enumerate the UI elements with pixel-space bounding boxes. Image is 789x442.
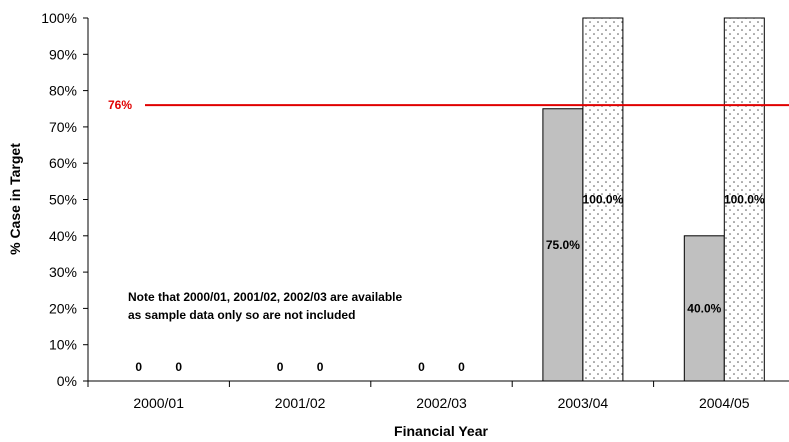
y-axis-title: % Case in Target [7,143,23,255]
y-tick-label: 30% [49,264,77,280]
bar-2003-04-series-2 [582,17,624,382]
bar-2004-05-series-1 [683,235,725,382]
plot-area: 0% 10% 20% 30% 40% 50% 60% 70% 80% 90% 100% 0 0 0 0 0 0 7… [41,10,789,411]
note-line-2: as sample data only so are not included [128,308,355,322]
y-tick-label: 80% [49,83,77,99]
y-tick-label: 50% [49,192,77,208]
target-line-label: 76% [108,98,132,112]
data-label: 100.0% [583,193,624,207]
data-label: 0 [277,360,284,374]
data-label: 0 [175,360,182,374]
y-tick-label: 90% [49,46,77,62]
x-tick-label: 2001/02 [275,395,326,411]
data-label: 0 [458,360,465,374]
x-tick-label: 2003/04 [558,395,609,411]
bar-2003-04-series-1 [542,108,584,382]
y-tick-label: 20% [49,300,77,316]
bar-2004-05-series-2 [723,17,765,382]
data-label: 0 [317,360,324,374]
y-tick-label: 40% [49,228,77,244]
x-tick-label: 2002/03 [416,395,467,411]
note-line-1: Note that 2000/01, 2001/02, 2002/03 are … [128,290,403,304]
x-axis-title: Financial Year [394,423,488,439]
data-label: 0 [135,360,142,374]
data-label: 100.0% [724,193,765,207]
data-label: 75.0% [546,238,580,252]
y-tick-label: 10% [49,337,77,353]
data-label: 0 [418,360,425,374]
x-tick-label: 2000/01 [133,395,184,411]
y-tick-label: 70% [49,119,77,135]
y-tick-label: 100% [41,10,77,26]
data-label: 40.0% [687,301,721,315]
y-tick-label: 60% [49,155,77,171]
y-tick-label: 0% [57,373,77,389]
x-tick-label: 2004/05 [699,395,750,411]
